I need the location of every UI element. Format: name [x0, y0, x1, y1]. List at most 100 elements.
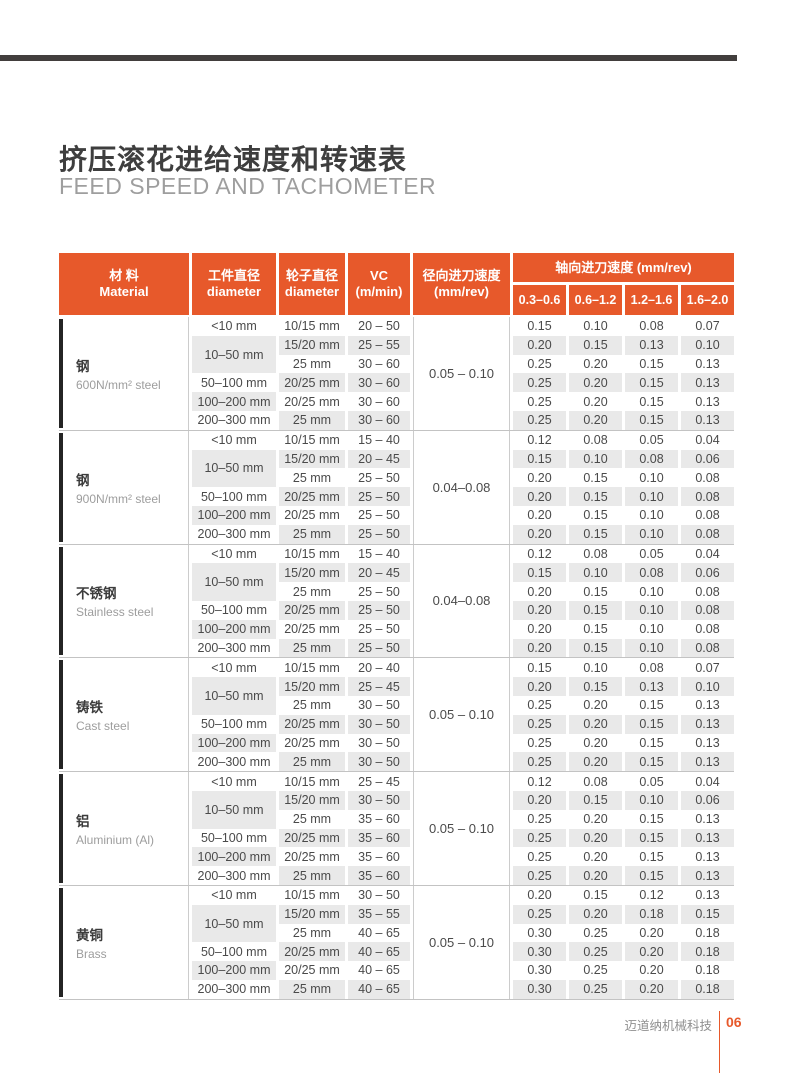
- vc-cell: 25 – 50: [358, 584, 400, 599]
- wheel-diameter-cell: 25 mm: [279, 638, 345, 658]
- axial-feed-value-cell: 0.15: [639, 394, 664, 409]
- axial-feed-value-cell: 0.15: [583, 622, 608, 637]
- section-accent-bar: [59, 660, 63, 770]
- axial-feed-value-cell: 0.30: [513, 942, 566, 962]
- axial-feed-value-cell: 0.15: [513, 449, 566, 469]
- section-accent-bar: [59, 319, 63, 428]
- radial-feed-cell: 0.05 – 0.10: [413, 317, 510, 430]
- vc-cell: 30 – 50: [358, 735, 400, 750]
- header-radial-en: (mm/rev): [434, 284, 489, 299]
- wheel-diameter-cell: 15/20 mm: [279, 677, 345, 696]
- page-title-cn: 挤压滚花进给速度和转速表: [59, 144, 408, 175]
- material-name-cn: 黄铜: [76, 927, 103, 943]
- axial-feed-value-cell: 0.20: [583, 698, 608, 713]
- axial-feed-value-cell: 0.25: [583, 963, 608, 978]
- axial-feed-value-cell: 0.08: [695, 622, 720, 637]
- workpiece-diameter-cell: 10–50 mm: [192, 677, 276, 715]
- material-name-cn: 铸铁: [76, 700, 103, 716]
- axial-feed-value-cell: 0.25: [527, 849, 552, 864]
- header-radial-feed-cell: 径向进刀速度 (mm/rev): [413, 253, 510, 315]
- vc-cell: 35 – 60: [358, 812, 400, 827]
- material-cell: 铝 Aluminium (Al): [59, 772, 189, 885]
- vc-cell: 25 – 50: [348, 638, 410, 658]
- material-name-cn: 钢: [76, 472, 90, 488]
- vc-cell: 30 – 60: [358, 356, 400, 371]
- axial-feed-value-cell: 0.20: [527, 888, 552, 903]
- axial-feed-value-cell: 0.08: [583, 546, 608, 561]
- axial-feed-value-cell: 0.08: [583, 433, 608, 448]
- vc-cell: 30 – 50: [358, 698, 400, 713]
- axial-feed-value-cell: 0.15: [583, 508, 608, 523]
- axial-feed-value-cell: 0.13: [681, 714, 734, 734]
- wheel-diameter-cell: 15/20 mm: [279, 335, 345, 355]
- axial-feed-value-cell: 0.20: [569, 714, 622, 734]
- workpiece-diameter-cell: 50–100 mm: [200, 375, 267, 390]
- axial-feed-value-cell: 0.20: [569, 410, 622, 430]
- workpiece-diameter-cell: <10 mm: [211, 660, 257, 675]
- wheel-diameter-cell: 10/15 mm: [284, 546, 340, 561]
- wheel-diameter-cell: 25 mm: [292, 356, 332, 371]
- axial-feed-value-cell: 0.13: [695, 888, 720, 903]
- vc-cell: 30 – 60: [358, 394, 400, 409]
- vc-cell: 30 – 50: [348, 714, 410, 734]
- page-title-en: FEED SPEED AND TACHOMETER: [59, 173, 437, 199]
- axial-feed-value-cell: 0.10: [583, 660, 608, 675]
- header-workpiece-en: diameter: [206, 284, 262, 299]
- axial-feed-value-cell: 0.25: [513, 410, 566, 430]
- axial-feed-value-cell: 0.30: [527, 925, 552, 940]
- vc-cell: 25 – 50: [358, 622, 400, 637]
- material-section-3: 不锈钢 Stainless steel <10 mm 10–50 mm 50–100 m…: [59, 544, 734, 659]
- axial-feed-value-cell: 0.25: [513, 866, 566, 885]
- vc-cell: 25 – 50: [348, 524, 410, 544]
- vc-cell: 40 – 65: [348, 942, 410, 962]
- axial-feed-value-cell: 0.12: [639, 888, 664, 903]
- workpiece-diameter-cell: 100–200 mm: [192, 392, 276, 411]
- wheel-diameter-cell: 25 mm: [292, 698, 332, 713]
- axial-feed-value-cell: 0.20: [527, 622, 552, 637]
- workpiece-diameter-cell: 200–300 mm: [197, 982, 271, 997]
- axial-feed-value-cell: 0.18: [625, 904, 678, 924]
- feed-speed-table: 材 料 Material 工件直径 diameter 轮子直径 diameter…: [59, 253, 734, 1000]
- wheel-diameter-cell: 20/25 mm: [279, 600, 345, 620]
- axial-feed-value-cell: 0.12: [527, 433, 552, 448]
- axial-feed-value-cell: 0.20: [583, 849, 608, 864]
- header-axial-range-2: 0.6–1.2: [569, 285, 622, 315]
- material-name-cn: 钢: [76, 358, 90, 374]
- axial-feed-value-cell: 0.15: [569, 487, 622, 506]
- axial-feed-value-cell: 0.15: [569, 600, 622, 620]
- material-name-en: 900N/mm² steel: [76, 491, 161, 506]
- axial-feed-value-cell: 0.08: [695, 584, 720, 599]
- vc-cell: 20 – 40: [358, 660, 400, 675]
- material-name-en: Aluminium (Al): [76, 833, 155, 848]
- axial-feed-value-cell: 0.15: [583, 888, 608, 903]
- axial-feed-value-cell: 0.10: [639, 622, 664, 637]
- material-name-en: Stainless steel: [76, 605, 154, 620]
- vc-cell: 30 – 50: [348, 752, 410, 772]
- workpiece-diameter-cell: 10–50 mm: [192, 563, 276, 601]
- material-name-en: Brass: [76, 946, 107, 961]
- wheel-diameter-cell: 10/15 mm: [284, 888, 340, 903]
- axial-feed-value-cell: 0.25: [527, 356, 552, 371]
- wheel-diameter-cell: 10/15 mm: [284, 433, 340, 448]
- workpiece-diameter-cell: 10–50 mm: [192, 335, 276, 374]
- axial-feed-value-cell: 0.15: [625, 373, 678, 393]
- workpiece-diameter-cell: 100–200 mm: [192, 961, 276, 980]
- vc-cell: 30 – 60: [348, 373, 410, 393]
- header-axial-range-3: 1.2–1.6: [625, 285, 678, 315]
- axial-feed-value-cell: 0.25: [513, 373, 566, 393]
- axial-feed-value-cell: 0.08: [639, 319, 664, 334]
- axial-feed-value-cell: 0.13: [681, 752, 734, 772]
- axial-feed-value-cell: 0.08: [625, 563, 678, 583]
- axial-feed-value-cell: 0.10: [625, 638, 678, 658]
- axial-feed-value-cell: 0.04: [695, 433, 720, 448]
- vc-cell: 25 – 50: [358, 470, 400, 485]
- axial-feed-value-cell: 0.13: [695, 849, 720, 864]
- axial-feed-value-cell: 0.20: [639, 963, 664, 978]
- workpiece-diameter-cell: 200–300 mm: [197, 413, 271, 428]
- section-accent-bar: [59, 774, 63, 883]
- wheel-diameter-cell: 20/25 mm: [284, 622, 340, 637]
- axial-feed-value-cell: 0.30: [527, 963, 552, 978]
- axial-feed-value-cell: 0.13: [681, 866, 734, 885]
- axial-feed-value-cell: 0.13: [681, 828, 734, 848]
- axial-feed-value-cell: 0.20: [527, 470, 552, 485]
